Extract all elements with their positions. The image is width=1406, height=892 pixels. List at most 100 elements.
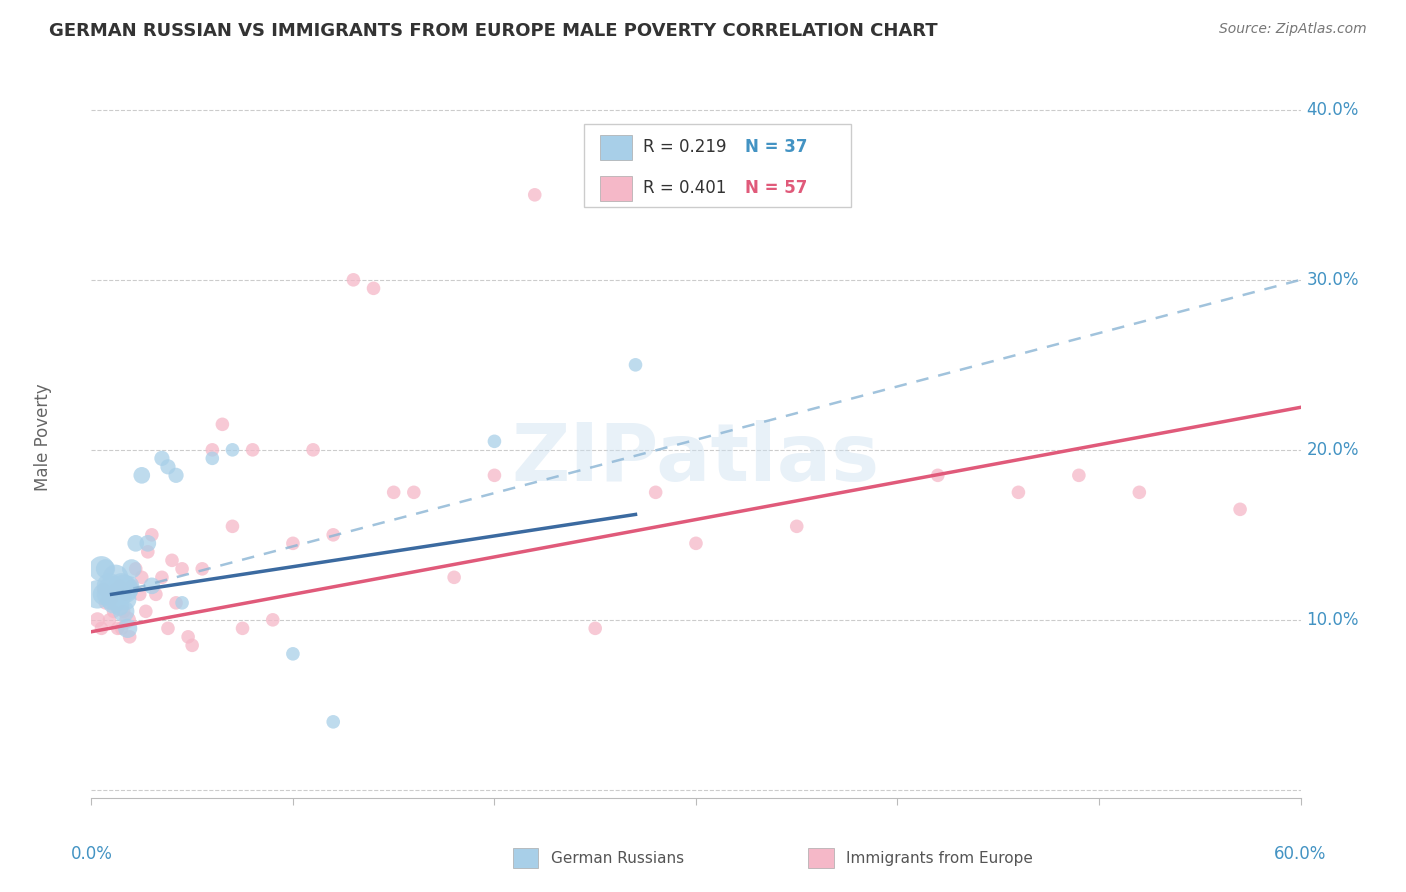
Text: 20.0%: 20.0% [1306,441,1360,458]
Text: 40.0%: 40.0% [1306,101,1360,119]
Point [131,570,153,584]
Point [150,570,173,584]
Text: R = 0.401: R = 0.401 [643,179,742,197]
Point [150,451,173,466]
Point [165,468,187,483]
Text: Male Poverty: Male Poverty [34,384,52,491]
Point [108,579,131,593]
Point [117,621,139,635]
Point [242,442,264,457]
Point [786,519,808,533]
Point [98,587,121,601]
Point [141,528,163,542]
Point [112,604,135,618]
Point [1007,485,1029,500]
Text: Immigrants from Europe: Immigrants from Europe [846,851,1033,865]
Point [281,536,304,550]
Point [141,579,163,593]
Point [382,485,405,500]
Point [1128,485,1150,500]
Point [125,562,148,576]
Point [177,630,200,644]
Point [211,417,233,432]
Point [118,630,141,644]
Point [103,596,125,610]
Point [201,451,224,466]
Point [1229,502,1251,516]
Point [96,587,118,601]
Point [112,604,135,618]
Point [86,587,108,601]
Text: German Russians: German Russians [551,851,685,865]
Point [583,621,606,635]
Point [111,579,132,593]
Point [90,562,112,576]
Point [93,582,115,597]
Point [114,587,136,601]
Point [262,613,284,627]
Point [118,579,141,593]
Point [93,587,115,601]
Text: N = 37: N = 37 [745,138,807,156]
Point [156,621,179,635]
Point [322,714,344,729]
Point [104,592,127,607]
Point [1067,468,1090,483]
Point [135,604,157,618]
Point [624,358,647,372]
Point [104,582,127,597]
Point [172,562,194,576]
Point [94,562,117,576]
Point [145,587,167,601]
Point [128,587,150,601]
Point [100,592,122,607]
Point [484,468,506,483]
Point [443,570,465,584]
Point [121,579,143,593]
Point [685,536,707,550]
Point [98,613,121,627]
Point [121,562,143,576]
Point [221,442,243,457]
Text: Source: ZipAtlas.com: Source: ZipAtlas.com [1219,22,1367,37]
Point [191,562,214,576]
Point [136,536,159,550]
Point [117,613,139,627]
Point [342,273,364,287]
Point [90,621,112,635]
Point [156,459,179,474]
Point [322,528,344,542]
Point [107,621,129,635]
Point [108,599,131,614]
Point [201,442,224,457]
Text: GERMAN RUSSIAN VS IMMIGRANTS FROM EUROPE MALE POVERTY CORRELATION CHART: GERMAN RUSSIAN VS IMMIGRANTS FROM EUROPE… [49,22,938,40]
Point [111,621,132,635]
Text: N = 57: N = 57 [745,179,807,197]
Point [100,592,122,607]
Point [103,604,125,618]
Point [114,592,136,607]
Point [111,587,132,601]
Point [165,596,187,610]
Point [117,582,139,597]
Point [125,536,148,550]
Point [172,596,194,610]
Point [644,485,666,500]
Point [104,570,127,584]
Point [181,638,204,652]
Text: ZIPatlas: ZIPatlas [512,420,880,498]
Point [523,187,546,202]
Point [131,468,153,483]
Point [231,621,253,635]
Text: 30.0%: 30.0% [1306,271,1360,289]
Point [927,468,949,483]
Point [96,587,118,601]
Point [160,553,183,567]
Text: 0.0%: 0.0% [70,846,112,863]
Text: 10.0%: 10.0% [1306,611,1360,629]
Point [302,442,325,457]
Text: 60.0%: 60.0% [1274,846,1327,863]
Point [281,647,304,661]
Point [94,596,117,610]
Point [363,281,385,295]
